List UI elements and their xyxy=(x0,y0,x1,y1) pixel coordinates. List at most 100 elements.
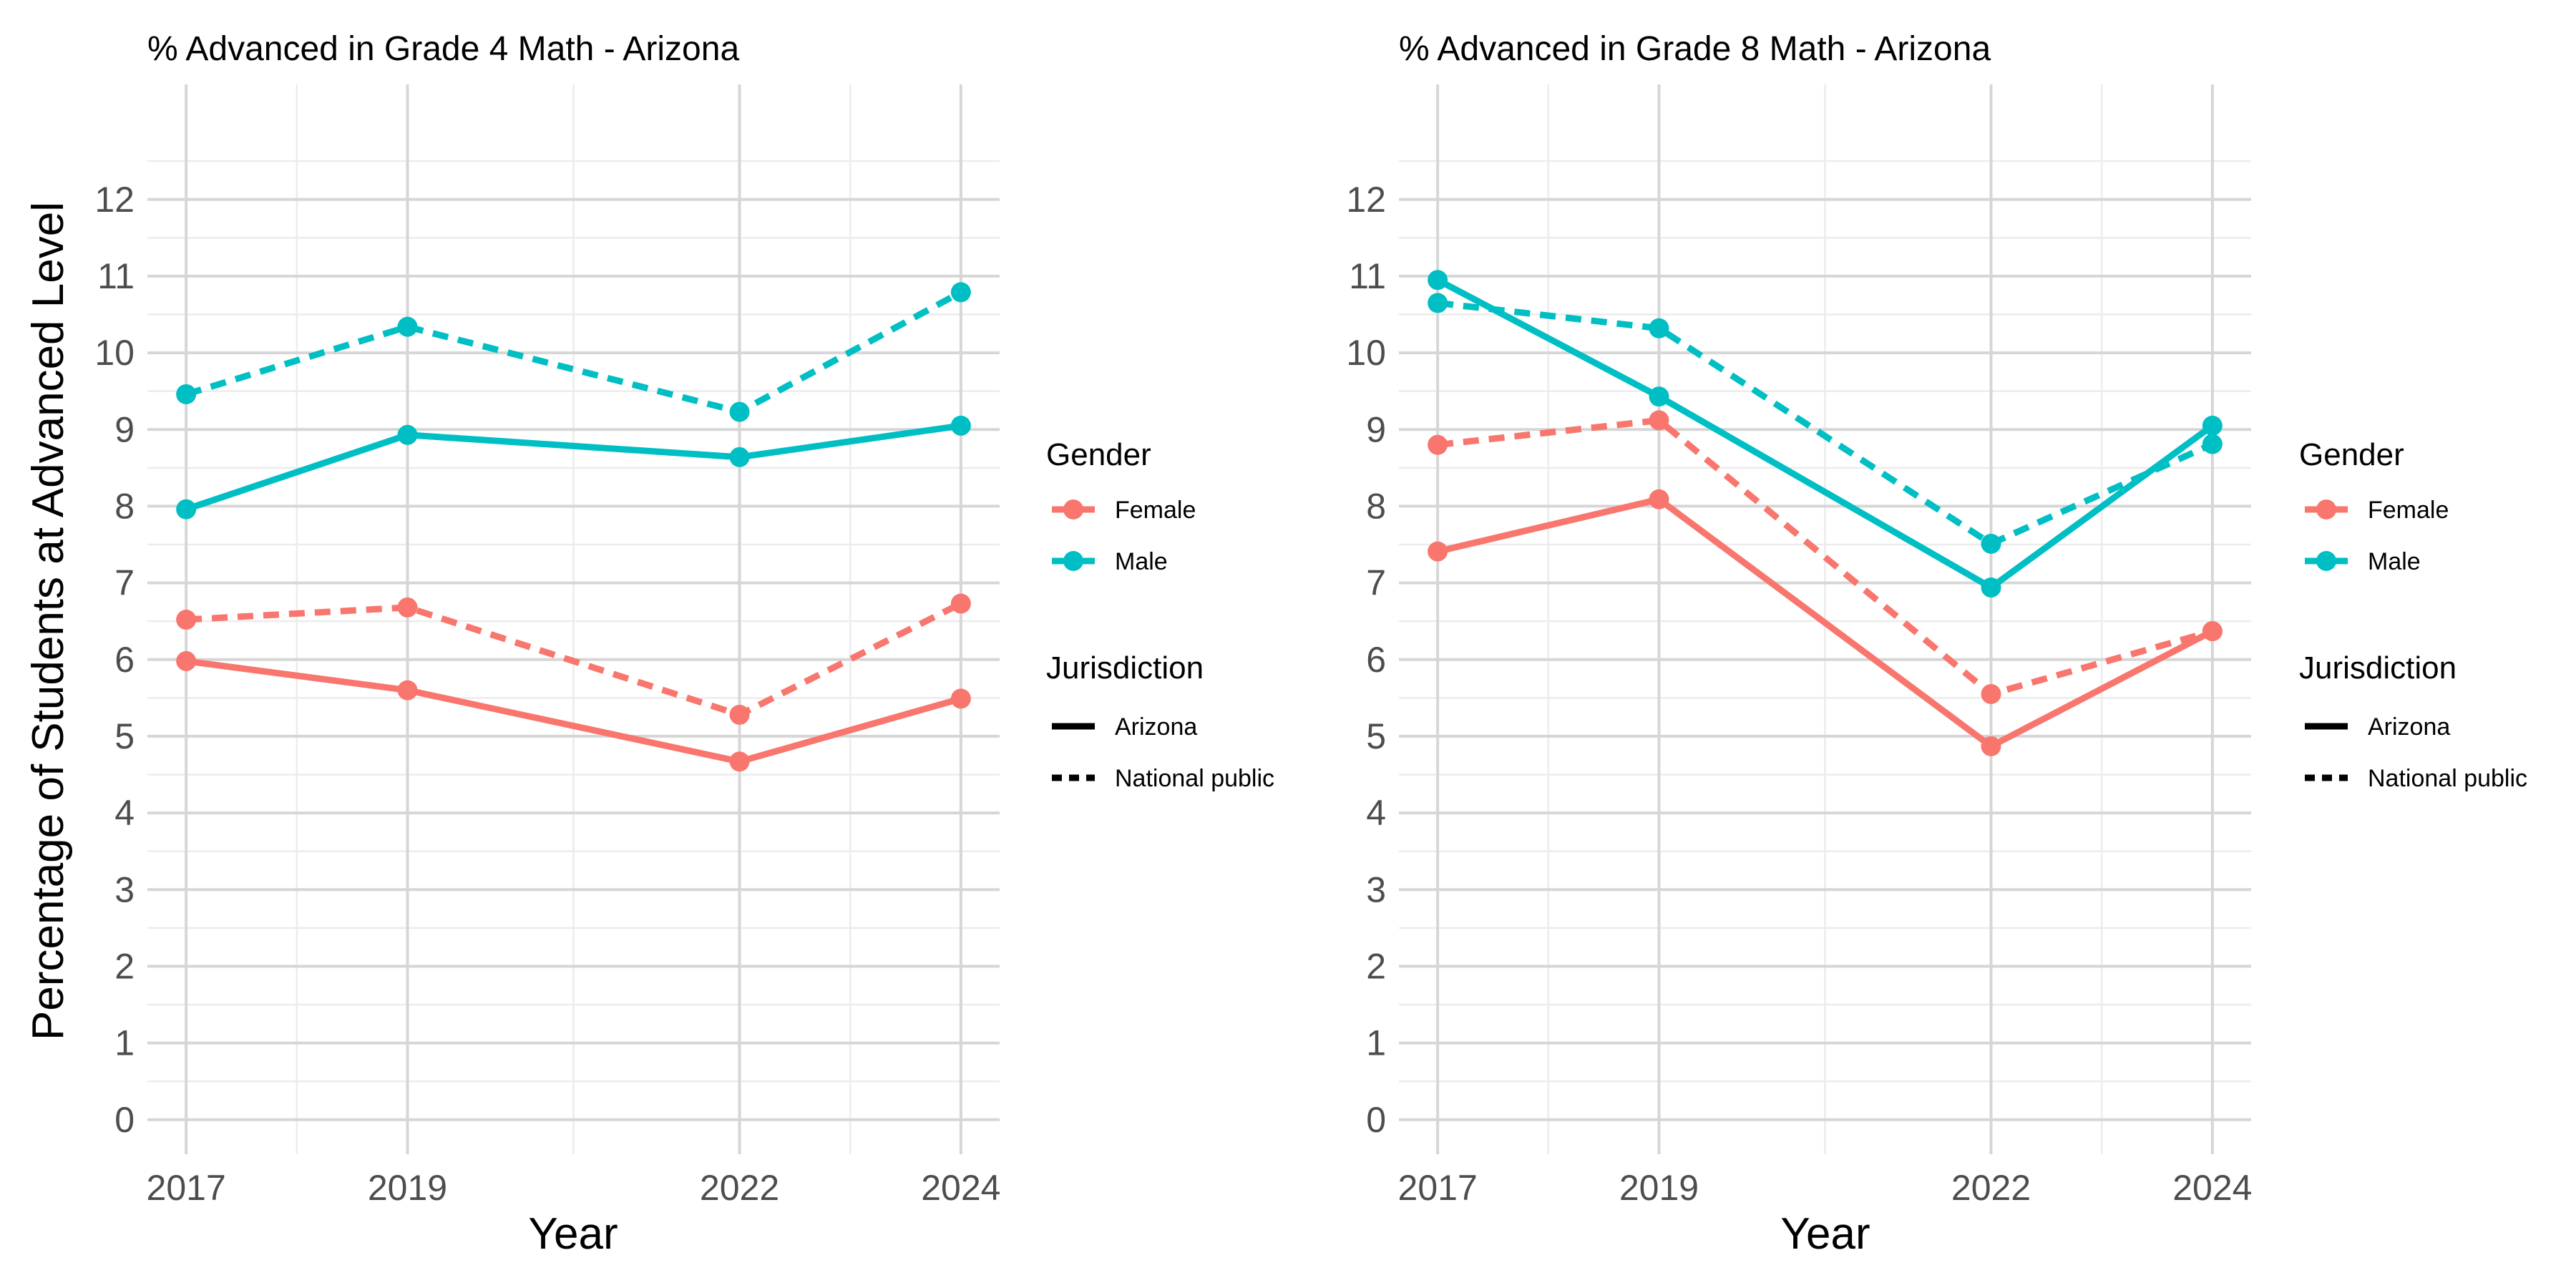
y-tick-label: 6 xyxy=(1366,640,1386,680)
y-tick-label: 0 xyxy=(1366,1100,1386,1140)
legend-label: Female xyxy=(1115,497,1196,524)
data-point xyxy=(397,424,418,445)
legend-title-jurisdiction: Jurisdiction xyxy=(2299,650,2457,686)
y-tick-label: 9 xyxy=(114,409,135,449)
series-line xyxy=(1437,299,2214,547)
series-line xyxy=(1437,416,2214,698)
data-point xyxy=(176,384,197,404)
y-tick-label: 1 xyxy=(114,1023,135,1063)
data-point xyxy=(1981,683,2001,704)
data-point xyxy=(2202,415,2223,436)
data-point xyxy=(1428,541,1448,562)
data-point xyxy=(2202,434,2223,454)
data-point xyxy=(176,610,197,630)
y-tick-label: 8 xyxy=(114,486,135,526)
x-tick-label: 2019 xyxy=(368,1168,447,1208)
panel-grade4: % Advanced in Grade 4 Math - Arizona 012… xyxy=(94,30,1274,1259)
y-tick-label: 2 xyxy=(114,946,135,986)
data-point xyxy=(1428,270,1448,291)
x-tick-label: 2024 xyxy=(2172,1168,2252,1208)
legend-key-point xyxy=(1063,551,1083,571)
series-line xyxy=(1437,496,2214,750)
data-point xyxy=(1428,434,1448,455)
y-tick-label: 3 xyxy=(1366,869,1386,909)
data-point xyxy=(176,650,197,671)
legend-label: Arizona xyxy=(2368,713,2450,741)
data-point xyxy=(729,401,750,422)
legend-title-jurisdiction: Jurisdiction xyxy=(1046,650,1204,686)
x-axis-label: Year xyxy=(1780,1209,1870,1259)
y-tick-label: 10 xyxy=(1346,333,1386,373)
series-line xyxy=(185,422,962,512)
data-point xyxy=(1428,293,1448,313)
y-tick-label: 7 xyxy=(1366,563,1386,603)
data-point xyxy=(950,593,971,614)
data-point xyxy=(1981,736,2001,756)
data-point xyxy=(1981,577,2001,598)
x-axis-label: Year xyxy=(528,1209,618,1259)
legend-label: Male xyxy=(1115,548,1168,575)
y-tick-label: 2 xyxy=(1366,946,1386,986)
series-line xyxy=(185,289,963,416)
y-axis-label: Percentage of Students at Advanced Level xyxy=(24,202,73,1040)
data-point xyxy=(1649,489,1669,509)
x-tick-label: 2022 xyxy=(700,1168,779,1208)
y-tick-label: 5 xyxy=(114,716,135,756)
legend-key-point xyxy=(1063,499,1083,519)
legend-label: National public xyxy=(1115,765,1274,792)
data-point xyxy=(729,751,750,772)
data-point xyxy=(950,688,971,709)
y-tick-label: 5 xyxy=(1366,716,1386,756)
data-point xyxy=(729,447,750,467)
series-line xyxy=(185,658,962,765)
data-point xyxy=(397,680,418,701)
data-point xyxy=(1649,318,1669,338)
series-line xyxy=(1436,277,2215,591)
y-tick-label: 12 xyxy=(1346,180,1386,220)
legend: Gender Female Male Jurisdiction Arizona Natio… xyxy=(1046,437,1274,792)
legend-label: Female xyxy=(2368,497,2449,524)
data-point xyxy=(1649,410,1669,431)
x-tick-label: 2017 xyxy=(147,1168,226,1208)
data-point xyxy=(950,415,971,436)
legend-label: Male xyxy=(2368,548,2421,575)
legend-title-gender: Gender xyxy=(2299,437,2404,472)
panel-title: % Advanced in Grade 4 Math - Arizona xyxy=(147,30,739,68)
y-tick-label: 12 xyxy=(94,180,135,220)
y-tick-label: 10 xyxy=(94,333,135,373)
data-point xyxy=(1981,533,2001,554)
y-tick-label: 0 xyxy=(114,1100,135,1140)
x-tick-label: 2024 xyxy=(921,1168,1000,1208)
data-point xyxy=(1649,386,1669,407)
y-tick-label: 7 xyxy=(114,563,135,603)
data-point xyxy=(397,597,418,618)
data-point xyxy=(729,704,750,725)
y-tick-label: 6 xyxy=(114,640,135,680)
legend-key-point xyxy=(2316,551,2336,571)
panel-title: % Advanced in Grade 8 Math - Arizona xyxy=(1399,30,1991,68)
legend-key-point xyxy=(2316,499,2336,519)
y-tick-label: 9 xyxy=(1366,409,1386,449)
x-tick-label: 2022 xyxy=(1951,1168,2031,1208)
y-tick-label: 11 xyxy=(1349,256,1386,296)
data-point xyxy=(176,499,197,519)
x-tick-label: 2019 xyxy=(1619,1168,1699,1208)
legend-title-gender: Gender xyxy=(1046,437,1151,472)
x-tick-label: 2017 xyxy=(1398,1168,1478,1208)
y-tick-label: 4 xyxy=(114,793,135,833)
y-tick-label: 1 xyxy=(1366,1023,1386,1063)
series-line xyxy=(185,600,962,718)
data-point xyxy=(2202,621,2223,642)
data-point xyxy=(397,316,418,337)
y-tick-label: 8 xyxy=(1366,486,1386,526)
panel-grade8: % Advanced in Grade 8 Math - Arizona 012… xyxy=(1346,30,2527,1259)
legend-label: National public xyxy=(2368,765,2527,792)
y-tick-label: 11 xyxy=(97,256,135,296)
legend: Gender Female Male Jurisdiction Arizona Natio… xyxy=(2299,437,2527,792)
y-tick-label: 4 xyxy=(1366,793,1386,833)
legend-label: Arizona xyxy=(1115,713,1197,741)
data-point xyxy=(950,282,971,303)
